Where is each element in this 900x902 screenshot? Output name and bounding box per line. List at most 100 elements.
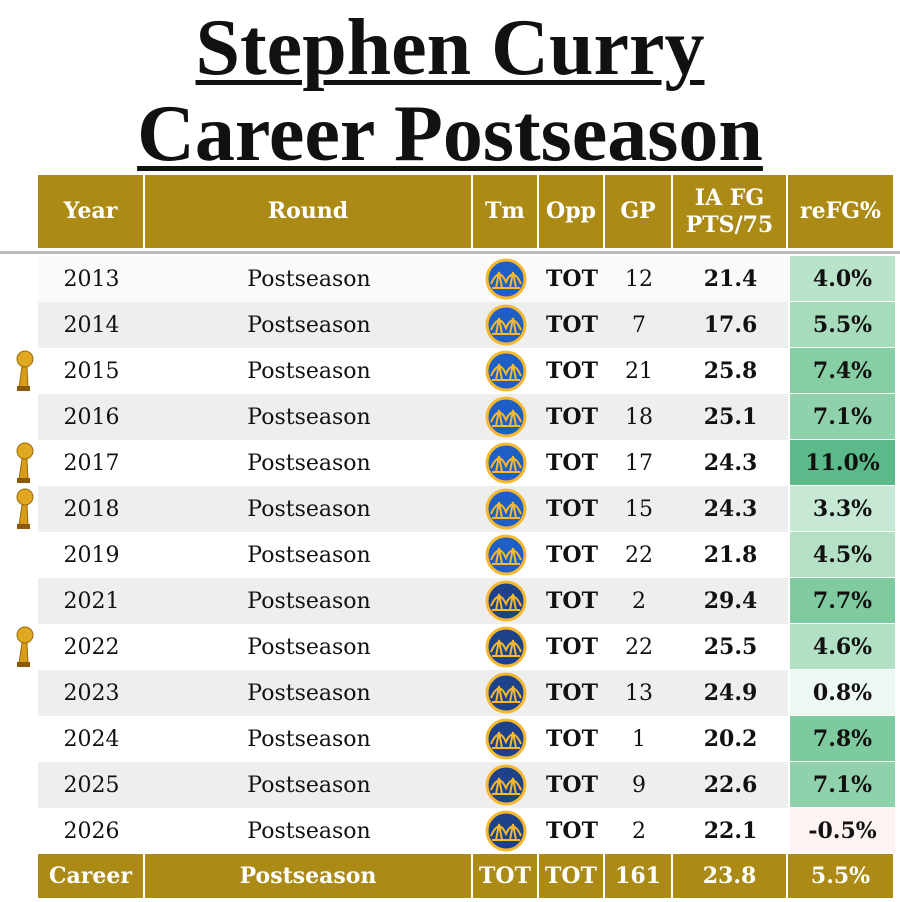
trophy [10,441,38,489]
opp-cell: TOT [539,578,605,624]
ia-cell: 24.3 [673,486,788,532]
gp-cell: 9 [605,762,673,808]
gp-cell: 12 [605,256,673,302]
year-cell: 2026 [38,808,145,854]
refg-cell: 4.6% [788,624,895,670]
gp-cell: 17 [605,440,673,486]
refg-cell: 3.3% [788,486,895,532]
round-cell: Postseason [145,256,473,302]
team-logo [485,488,527,530]
round-cell: Postseason [145,670,473,716]
title: Stephen Curry [195,4,705,92]
year-cell: 2013 [38,256,145,302]
opp-cell: TOT [539,808,605,854]
team-cell [473,486,539,532]
career-cell: TOT [539,854,605,898]
round-cell: Postseason [145,578,473,624]
ia-cell: 25.5 [673,624,788,670]
ia-cell: 20.2 [673,716,788,762]
team-cell [473,348,539,394]
ia-cell: 21.8 [673,532,788,578]
team-cell [473,440,539,486]
year-cell: 2022 [38,624,145,670]
team-logo [485,258,527,300]
column-header: Round [145,175,473,248]
opp-cell: TOT [539,532,605,578]
table-header: Year Round Tm Opp GP IA FG PTS/75 reFG% [38,175,895,248]
refg-cell: 7.1% [788,762,895,808]
team-cell [473,624,539,670]
career-cell: Postseason [145,854,473,898]
team-cell [473,532,539,578]
gp-cell: 7 [605,302,673,348]
career-cell: 161 [605,854,673,898]
team-cell [473,256,539,302]
gp-cell: 2 [605,808,673,854]
refg-cell: 7.1% [788,394,895,440]
opp-cell: TOT [539,302,605,348]
round-cell: Postseason [145,808,473,854]
ia-cell: 29.4 [673,578,788,624]
year-cell: 2017 [38,440,145,486]
team-logo [485,396,527,438]
team-cell [473,808,539,854]
round-cell: Postseason [145,302,473,348]
team-cell [473,302,539,348]
team-cell [473,578,539,624]
opp-cell: TOT [539,624,605,670]
team-logo [485,810,527,852]
ia-cell: 17.6 [673,302,788,348]
team-logo [485,672,527,714]
trophy [10,349,38,397]
refg-cell: 7.4% [788,348,895,394]
team-cell [473,670,539,716]
column-header: Year [38,175,145,248]
opp-cell: TOT [539,394,605,440]
year-cell: 2024 [38,716,145,762]
trophy-icon [16,488,34,529]
year-cell: 2015 [38,348,145,394]
gp-cell: 2 [605,578,673,624]
year-cell: 2016 [38,394,145,440]
team-logo [485,442,527,484]
refg-cell: 7.8% [788,716,895,762]
ia-cell: 24.3 [673,440,788,486]
gp-cell: 15 [605,486,673,532]
column-header: Opp [539,175,605,248]
column-header: reFG% [788,175,895,248]
team-logo [485,304,527,346]
round-cell: Postseason [145,394,473,440]
team-logo [485,626,527,668]
ia-cell: 25.8 [673,348,788,394]
year-cell: 2021 [38,578,145,624]
table-body: 2013 Postseason TOT 12 21.4 4.0% 2014 Postseaso… [38,256,895,854]
refg-cell: 5.5% [788,302,895,348]
trophy-icon [16,350,34,391]
team-logo [485,350,527,392]
round-cell: Postseason [145,486,473,532]
year-cell: 2018 [38,486,145,532]
year-cell: 2025 [38,762,145,808]
trophy-icon [16,442,34,483]
refg-cell: -0.5% [788,808,895,854]
column-header: Tm [473,175,539,248]
gp-cell: 1 [605,716,673,762]
refg-cell: 4.0% [788,256,895,302]
career-cell: 23.8 [673,854,788,898]
refg-cell: 0.8% [788,670,895,716]
team-logo [485,764,527,806]
ia-cell: 21.4 [673,256,788,302]
divider [0,251,900,254]
team-logo [485,718,527,760]
gp-cell: 21 [605,348,673,394]
year-cell: 2014 [38,302,145,348]
ia-cell: 24.9 [673,670,788,716]
round-cell: Postseason [145,762,473,808]
team-logo [485,580,527,622]
opp-cell: TOT [539,762,605,808]
year-cell: 2019 [38,532,145,578]
trophy-icon [16,626,34,667]
opp-cell: TOT [539,716,605,762]
trophy [10,487,38,535]
gp-cell: 22 [605,532,673,578]
